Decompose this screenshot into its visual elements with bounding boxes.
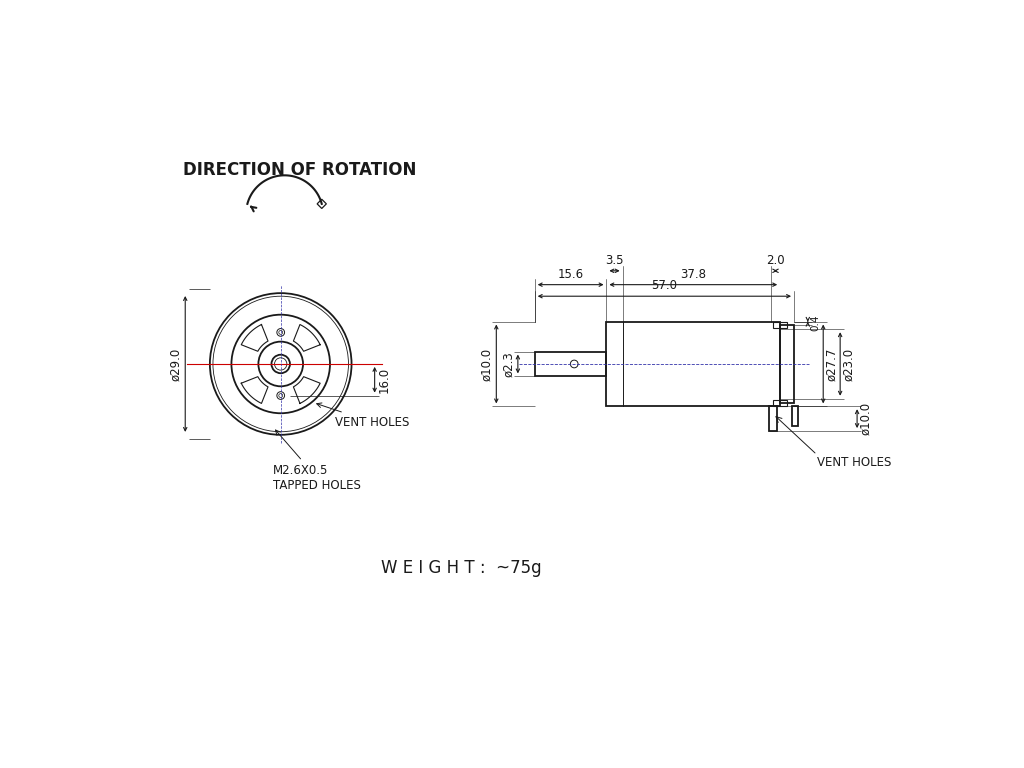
Bar xyxy=(606,322,780,406)
Bar xyxy=(769,406,777,431)
Bar xyxy=(773,322,787,328)
Text: 57.0: 57.0 xyxy=(651,279,678,292)
Bar xyxy=(773,400,787,406)
Text: 0.4: 0.4 xyxy=(810,315,820,332)
Text: 37.8: 37.8 xyxy=(680,268,707,281)
Text: ø23.0: ø23.0 xyxy=(843,347,855,380)
Text: ø10.0: ø10.0 xyxy=(480,347,494,380)
Text: ø29.0: ø29.0 xyxy=(169,347,182,381)
Text: 3.5: 3.5 xyxy=(605,254,624,267)
Text: M2.6X0.5
TAPPED HOLES: M2.6X0.5 TAPPED HOLES xyxy=(273,430,360,492)
Text: VENT HOLES: VENT HOLES xyxy=(817,456,892,469)
Text: ø2.3: ø2.3 xyxy=(502,351,515,377)
Text: DIRECTION OF ROTATION: DIRECTION OF ROTATION xyxy=(183,161,417,179)
Text: ø10.0: ø10.0 xyxy=(859,402,872,435)
Text: 15.6: 15.6 xyxy=(558,268,584,281)
Text: 16.0: 16.0 xyxy=(378,366,391,392)
Text: ø27.7: ø27.7 xyxy=(825,347,839,381)
Text: VENT HOLES: VENT HOLES xyxy=(316,403,409,429)
Text: W E I G H T :  ~75g: W E I G H T : ~75g xyxy=(381,559,542,577)
Bar xyxy=(793,406,798,425)
Bar xyxy=(535,352,606,376)
Bar xyxy=(780,325,794,403)
Text: 2.0: 2.0 xyxy=(766,254,784,267)
